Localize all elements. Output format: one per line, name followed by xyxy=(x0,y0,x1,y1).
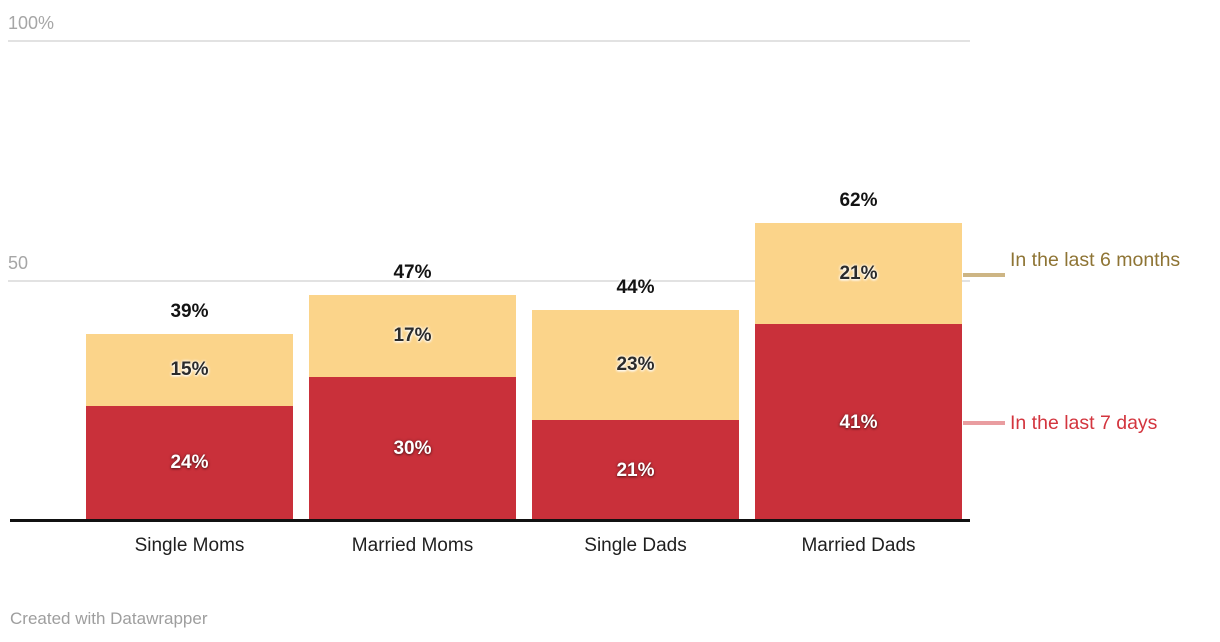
segment-value-label: 24% xyxy=(170,452,209,474)
bar-segment-married-dads-last-7-days[interactable]: 41% xyxy=(755,324,962,521)
total-label: 44% xyxy=(616,276,655,298)
legend-label-last-7-days: In the last 7 days xyxy=(1010,412,1158,434)
legend-label-last-6-months: In the last 6 months xyxy=(1010,249,1181,271)
attribution-footer: Created with Datawrapper xyxy=(10,609,208,628)
total-label: 62% xyxy=(839,190,878,212)
total-label: 47% xyxy=(393,262,432,284)
bar-segment-single-dads-last-6-months[interactable]: 23% xyxy=(532,309,739,421)
segment-value-label: 17% xyxy=(393,325,432,347)
x-axis-label-single-dads: Single Dads xyxy=(584,535,687,556)
y-tick-label-100: 100% xyxy=(8,13,55,33)
bar-segment-married-moms-last-7-days[interactable]: 30% xyxy=(309,377,516,521)
gridline-50 xyxy=(8,280,970,282)
segment-value-label: 30% xyxy=(393,438,432,459)
total-label: 39% xyxy=(170,300,209,322)
legend-leader-line-last-6-months xyxy=(963,273,1005,277)
x-axis-baseline xyxy=(10,519,970,522)
x-axis-label-single-moms: Single Moms xyxy=(134,535,245,556)
y-tick-label-50: 50 xyxy=(8,253,29,273)
gridline-100 xyxy=(8,40,970,42)
segment-value-label: 21% xyxy=(616,459,655,481)
bar-segment-married-dads-last-6-months[interactable]: 21% xyxy=(755,223,962,325)
bar-segment-single-moms-last-7-days[interactable]: 24% xyxy=(86,405,293,521)
x-axis-label-married-moms: Married Moms xyxy=(351,535,474,556)
segment-value-label: 23% xyxy=(616,353,655,375)
bar-segment-single-dads-last-7-days[interactable]: 21% xyxy=(532,420,739,521)
legend-leader-line-last-7-days xyxy=(963,421,1005,425)
segment-value-label: 21% xyxy=(839,262,878,284)
bar-segment-single-moms-last-6-months[interactable]: 15% xyxy=(86,333,293,406)
segment-value-label: 41% xyxy=(839,411,878,433)
bar-segment-married-moms-last-6-months[interactable]: 17% xyxy=(309,295,516,377)
x-axis-label-married-dads: Married Dads xyxy=(801,535,916,556)
segment-value-label: 15% xyxy=(170,358,209,380)
